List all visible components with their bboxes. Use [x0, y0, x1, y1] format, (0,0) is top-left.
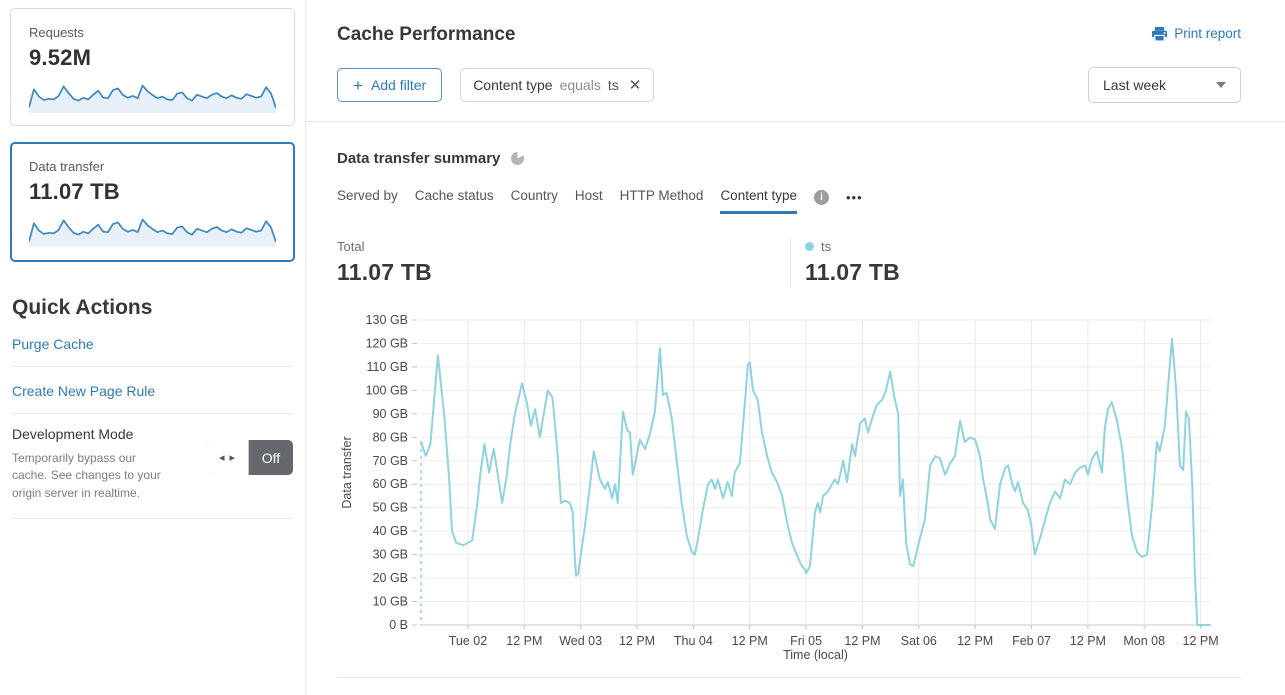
- development-mode-title: Development Mode: [12, 426, 134, 442]
- svg-text:120 GB: 120 GB: [366, 336, 408, 350]
- svg-text:50 GB: 50 GB: [373, 501, 408, 515]
- requests-sparkline: [29, 84, 276, 113]
- tab-content-type[interactable]: Content type: [720, 188, 797, 214]
- metric-card-requests[interactable]: Requests 9.52M: [10, 8, 295, 126]
- metric-card-label: Data transfer: [29, 159, 105, 174]
- svg-text:80 GB: 80 GB: [373, 430, 408, 444]
- svg-text:110 GB: 110 GB: [367, 360, 408, 374]
- toggle-state-label: Off: [249, 440, 293, 475]
- tab-host[interactable]: Host: [574, 188, 603, 203]
- info-icon[interactable]: i: [814, 189, 829, 205]
- page-header: Cache Performance Print report + Add fil…: [306, 0, 1285, 122]
- svg-text:90 GB: 90 GB: [373, 407, 408, 421]
- svg-text:12 PM: 12 PM: [844, 634, 880, 648]
- svg-text:Data transfer: Data transfer: [340, 436, 354, 508]
- print-report-label: Print report: [1174, 26, 1241, 41]
- metric-card-value: 11.07 TB: [29, 179, 120, 204]
- svg-text:10 GB: 10 GB: [373, 595, 408, 609]
- summary-title: Data transfer summary: [337, 150, 501, 167]
- svg-text:70 GB: 70 GB: [373, 454, 408, 468]
- tab-served-by[interactable]: Served by: [337, 188, 398, 203]
- main-content: Cache Performance Print report + Add fil…: [306, 0, 1285, 695]
- metric-card-label: Requests: [29, 25, 84, 40]
- svg-text:12 PM: 12 PM: [506, 634, 542, 648]
- ellipsis-icon[interactable]: •••: [846, 189, 863, 205]
- divider: [12, 366, 293, 367]
- quick-actions-title: Quick Actions: [12, 296, 153, 319]
- legend-dot-icon: [805, 242, 814, 251]
- svg-text:12 PM: 12 PM: [957, 634, 993, 648]
- add-filter-button[interactable]: + Add filter: [337, 68, 443, 102]
- stats-row: Total 11.07 TB ts 11.07 TB: [337, 239, 1241, 286]
- tab-http-method[interactable]: HTTP Method: [619, 188, 704, 203]
- svg-text:Time (local): Time (local): [783, 648, 848, 662]
- svg-text:12 PM: 12 PM: [619, 634, 655, 648]
- purge-cache-link[interactable]: Purge Cache: [12, 336, 94, 352]
- development-mode-section: Development Mode Temporarily bypass our …: [10, 414, 295, 518]
- time-range-select[interactable]: Last week: [1088, 67, 1241, 103]
- svg-text:Sat 06: Sat 06: [901, 634, 937, 648]
- svg-text:Mon 08: Mon 08: [1123, 634, 1165, 648]
- data-transfer-chart[interactable]: 0 B 10 GB 20 GB 30 GB 40 GB 50 GB 60 GB 70 GB 80…: [337, 312, 1227, 664]
- svg-text:Thu 04: Thu 04: [674, 634, 713, 648]
- divider: [12, 518, 293, 520]
- divider: [12, 413, 293, 414]
- svg-text:0 B: 0 B: [389, 618, 408, 632]
- chevron-down-icon: [1216, 82, 1226, 88]
- dev-mode-toggle[interactable]: ◂ ▸ Off: [207, 440, 293, 475]
- tab-country[interactable]: Country: [510, 188, 558, 203]
- tab-cache-status[interactable]: Cache status: [414, 188, 494, 203]
- total-label: Total: [337, 239, 365, 254]
- pie-chart-icon: [511, 151, 525, 166]
- svg-text:30 GB: 30 GB: [373, 548, 408, 562]
- create-page-rule-link[interactable]: Create New Page Rule: [12, 383, 156, 399]
- svg-text:100 GB: 100 GB: [366, 383, 408, 397]
- filter-chip-value: ts: [607, 77, 619, 93]
- page-title: Cache Performance: [337, 24, 516, 45]
- total-value: 11.07 TB: [337, 259, 432, 285]
- svg-text:Fri 05: Fri 05: [790, 634, 822, 648]
- data-transfer-sparkline: [29, 218, 276, 247]
- data-transfer-summary-section: Data transfer summary Served by Cache st…: [306, 122, 1285, 678]
- print-report-link[interactable]: Print report: [1152, 26, 1241, 41]
- svg-text:Feb 07: Feb 07: [1012, 634, 1051, 648]
- development-mode-description: Temporarily bypass our cache. See change…: [12, 451, 161, 500]
- metric-card-data-transfer[interactable]: Data transfer 11.07 TB: [10, 142, 295, 262]
- svg-text:Wed 03: Wed 03: [559, 634, 602, 648]
- sidebar: Requests 9.52M Data transfer 11.07 TB Qu…: [0, 0, 306, 695]
- time-range-value: Last week: [1103, 77, 1167, 93]
- add-filter-label: Add filter: [370, 77, 427, 93]
- svg-text:Tue 02: Tue 02: [449, 634, 488, 648]
- svg-text:12 PM: 12 PM: [1183, 634, 1219, 648]
- svg-text:60 GB: 60 GB: [373, 477, 408, 491]
- printer-icon: [1152, 26, 1168, 41]
- plus-icon: +: [353, 75, 363, 95]
- resize-arrows-icon: ◂ ▸: [207, 440, 249, 475]
- svg-text:20 GB: 20 GB: [373, 571, 408, 585]
- filter-chip-operator: equals: [559, 77, 601, 93]
- svg-text:130 GB: 130 GB: [366, 313, 408, 327]
- series-legend-label: ts: [821, 239, 832, 254]
- svg-text:40 GB: 40 GB: [373, 524, 408, 538]
- dimension-tabs: Served by Cache status Country Host HTTP…: [337, 188, 1241, 214]
- svg-text:12 PM: 12 PM: [1070, 634, 1106, 648]
- close-icon[interactable]: ✕: [628, 77, 642, 94]
- series-value: 11.07 TB: [805, 259, 900, 285]
- filter-chip-content-type: Content type equals ts ✕: [460, 68, 655, 102]
- divider: [337, 677, 1241, 678]
- metric-card-value: 9.52M: [29, 45, 92, 70]
- svg-text:12 PM: 12 PM: [732, 634, 768, 648]
- filter-chip-field: Content type: [473, 77, 553, 93]
